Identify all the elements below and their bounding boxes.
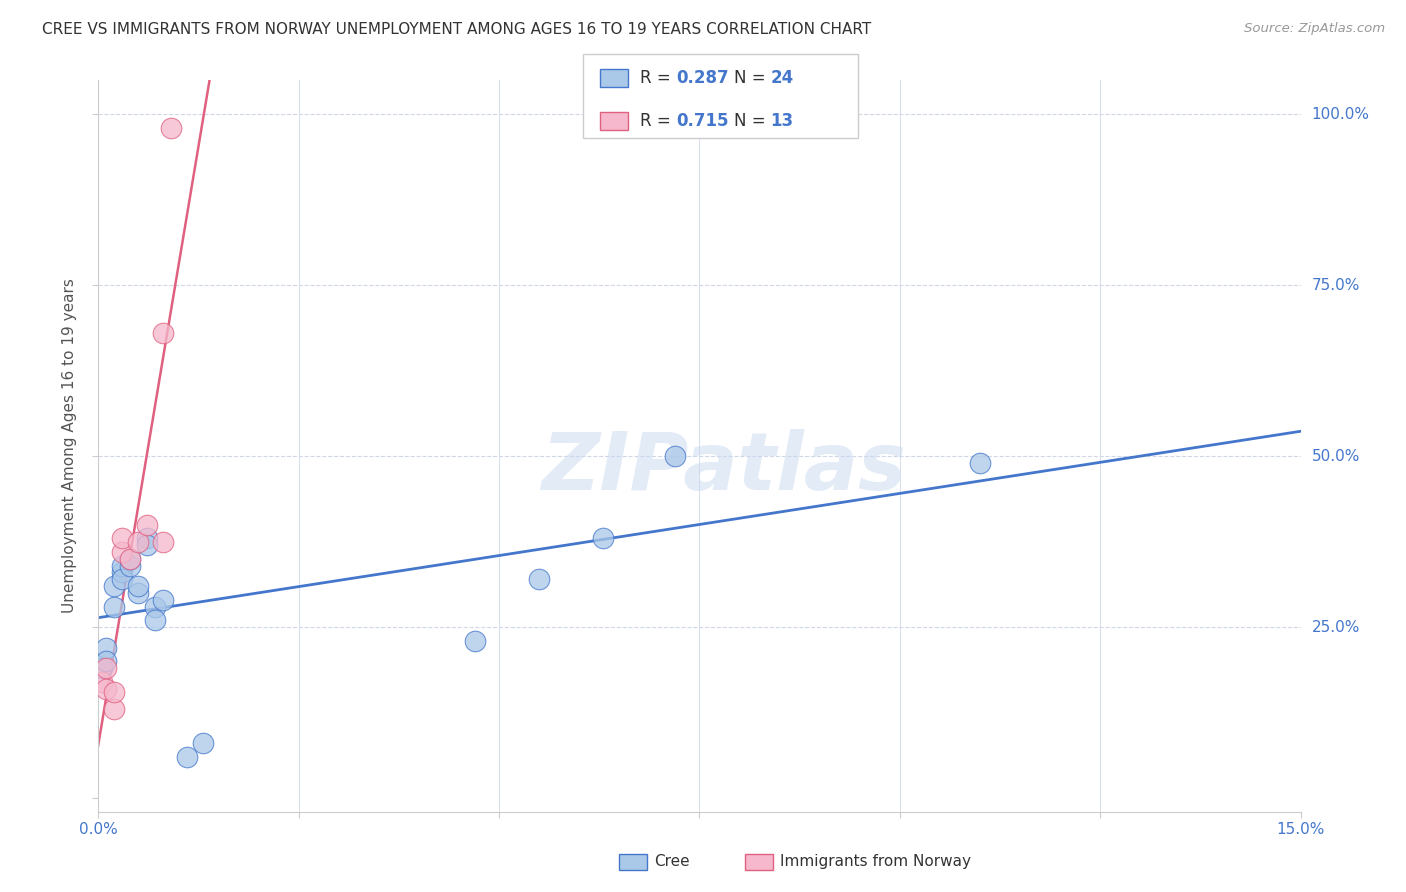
Point [128,534,150,549]
Text: 0.715: 0.715 [676,112,728,130]
Text: 50.0%: 50.0% [1312,449,1360,464]
Point [103,599,125,614]
Point [159,121,181,136]
Y-axis label: Unemployment Among Ages 16 to 19 years: Unemployment Among Ages 16 to 19 years [62,278,77,614]
Point [91,661,114,675]
Point [152,592,174,607]
Text: 24: 24 [770,69,794,87]
Point [128,579,150,593]
Point [143,599,166,614]
Point [969,456,991,470]
Point [664,449,686,463]
Point [120,558,142,573]
Point [176,750,198,764]
Text: ZIPatlas: ZIPatlas [541,429,905,507]
Text: R =: R = [640,112,676,130]
Text: Cree: Cree [654,855,689,869]
Point [464,633,486,648]
Text: R =: R = [640,69,676,87]
Point [111,572,134,586]
Point [96,681,118,696]
Point [111,531,134,545]
Point [96,640,118,655]
Point [143,613,166,627]
Point [120,551,142,566]
Point [120,551,142,566]
Point [111,545,134,559]
Point [152,326,174,341]
Point [135,531,157,545]
Point [111,566,134,580]
Text: Source: ZipAtlas.com: Source: ZipAtlas.com [1244,22,1385,36]
Text: Immigrants from Norway: Immigrants from Norway [780,855,972,869]
Text: CREE VS IMMIGRANTS FROM NORWAY UNEMPLOYMENT AMONG AGES 16 TO 19 YEARS CORRELATIO: CREE VS IMMIGRANTS FROM NORWAY UNEMPLOYM… [42,22,872,37]
Text: N =: N = [734,69,770,87]
Point [103,579,125,593]
Point [529,572,551,586]
Point [96,654,118,668]
Point [152,534,174,549]
Point [91,674,114,689]
Text: 100.0%: 100.0% [1312,107,1369,122]
Point [103,685,125,699]
Text: 75.0%: 75.0% [1312,277,1360,293]
Point [96,661,118,675]
Text: N =: N = [734,112,770,130]
Point [103,702,125,716]
Point [135,538,157,552]
Point [111,558,134,573]
Point [128,586,150,600]
Point [135,517,157,532]
Text: 13: 13 [770,112,793,130]
Point [191,736,214,750]
Point [592,531,614,545]
Text: 0.287: 0.287 [676,69,728,87]
Text: 25.0%: 25.0% [1312,620,1360,634]
